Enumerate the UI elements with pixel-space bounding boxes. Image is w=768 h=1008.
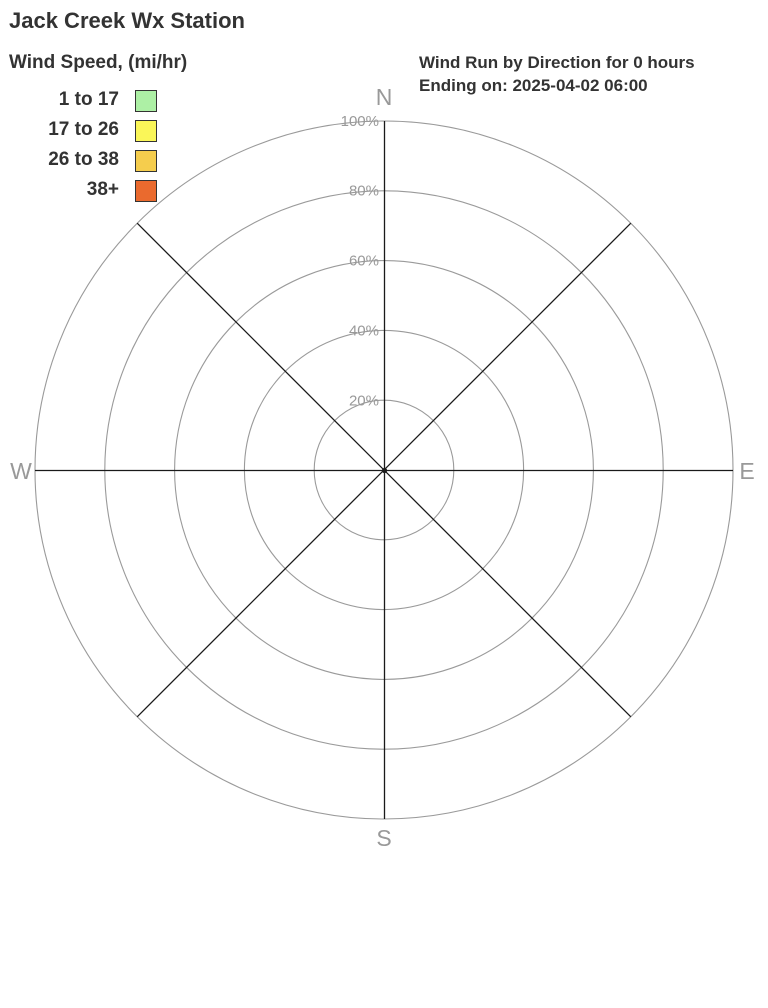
svg-text:20%: 20% [349, 393, 379, 410]
svg-text:S: S [376, 825, 391, 851]
svg-text:40%: 40% [349, 323, 379, 340]
svg-text:60%: 60% [349, 253, 379, 270]
svg-text:E: E [739, 458, 754, 484]
svg-text:N: N [376, 84, 393, 110]
svg-text:80%: 80% [349, 183, 379, 200]
svg-text:100%: 100% [341, 113, 379, 130]
svg-text:W: W [10, 458, 32, 484]
